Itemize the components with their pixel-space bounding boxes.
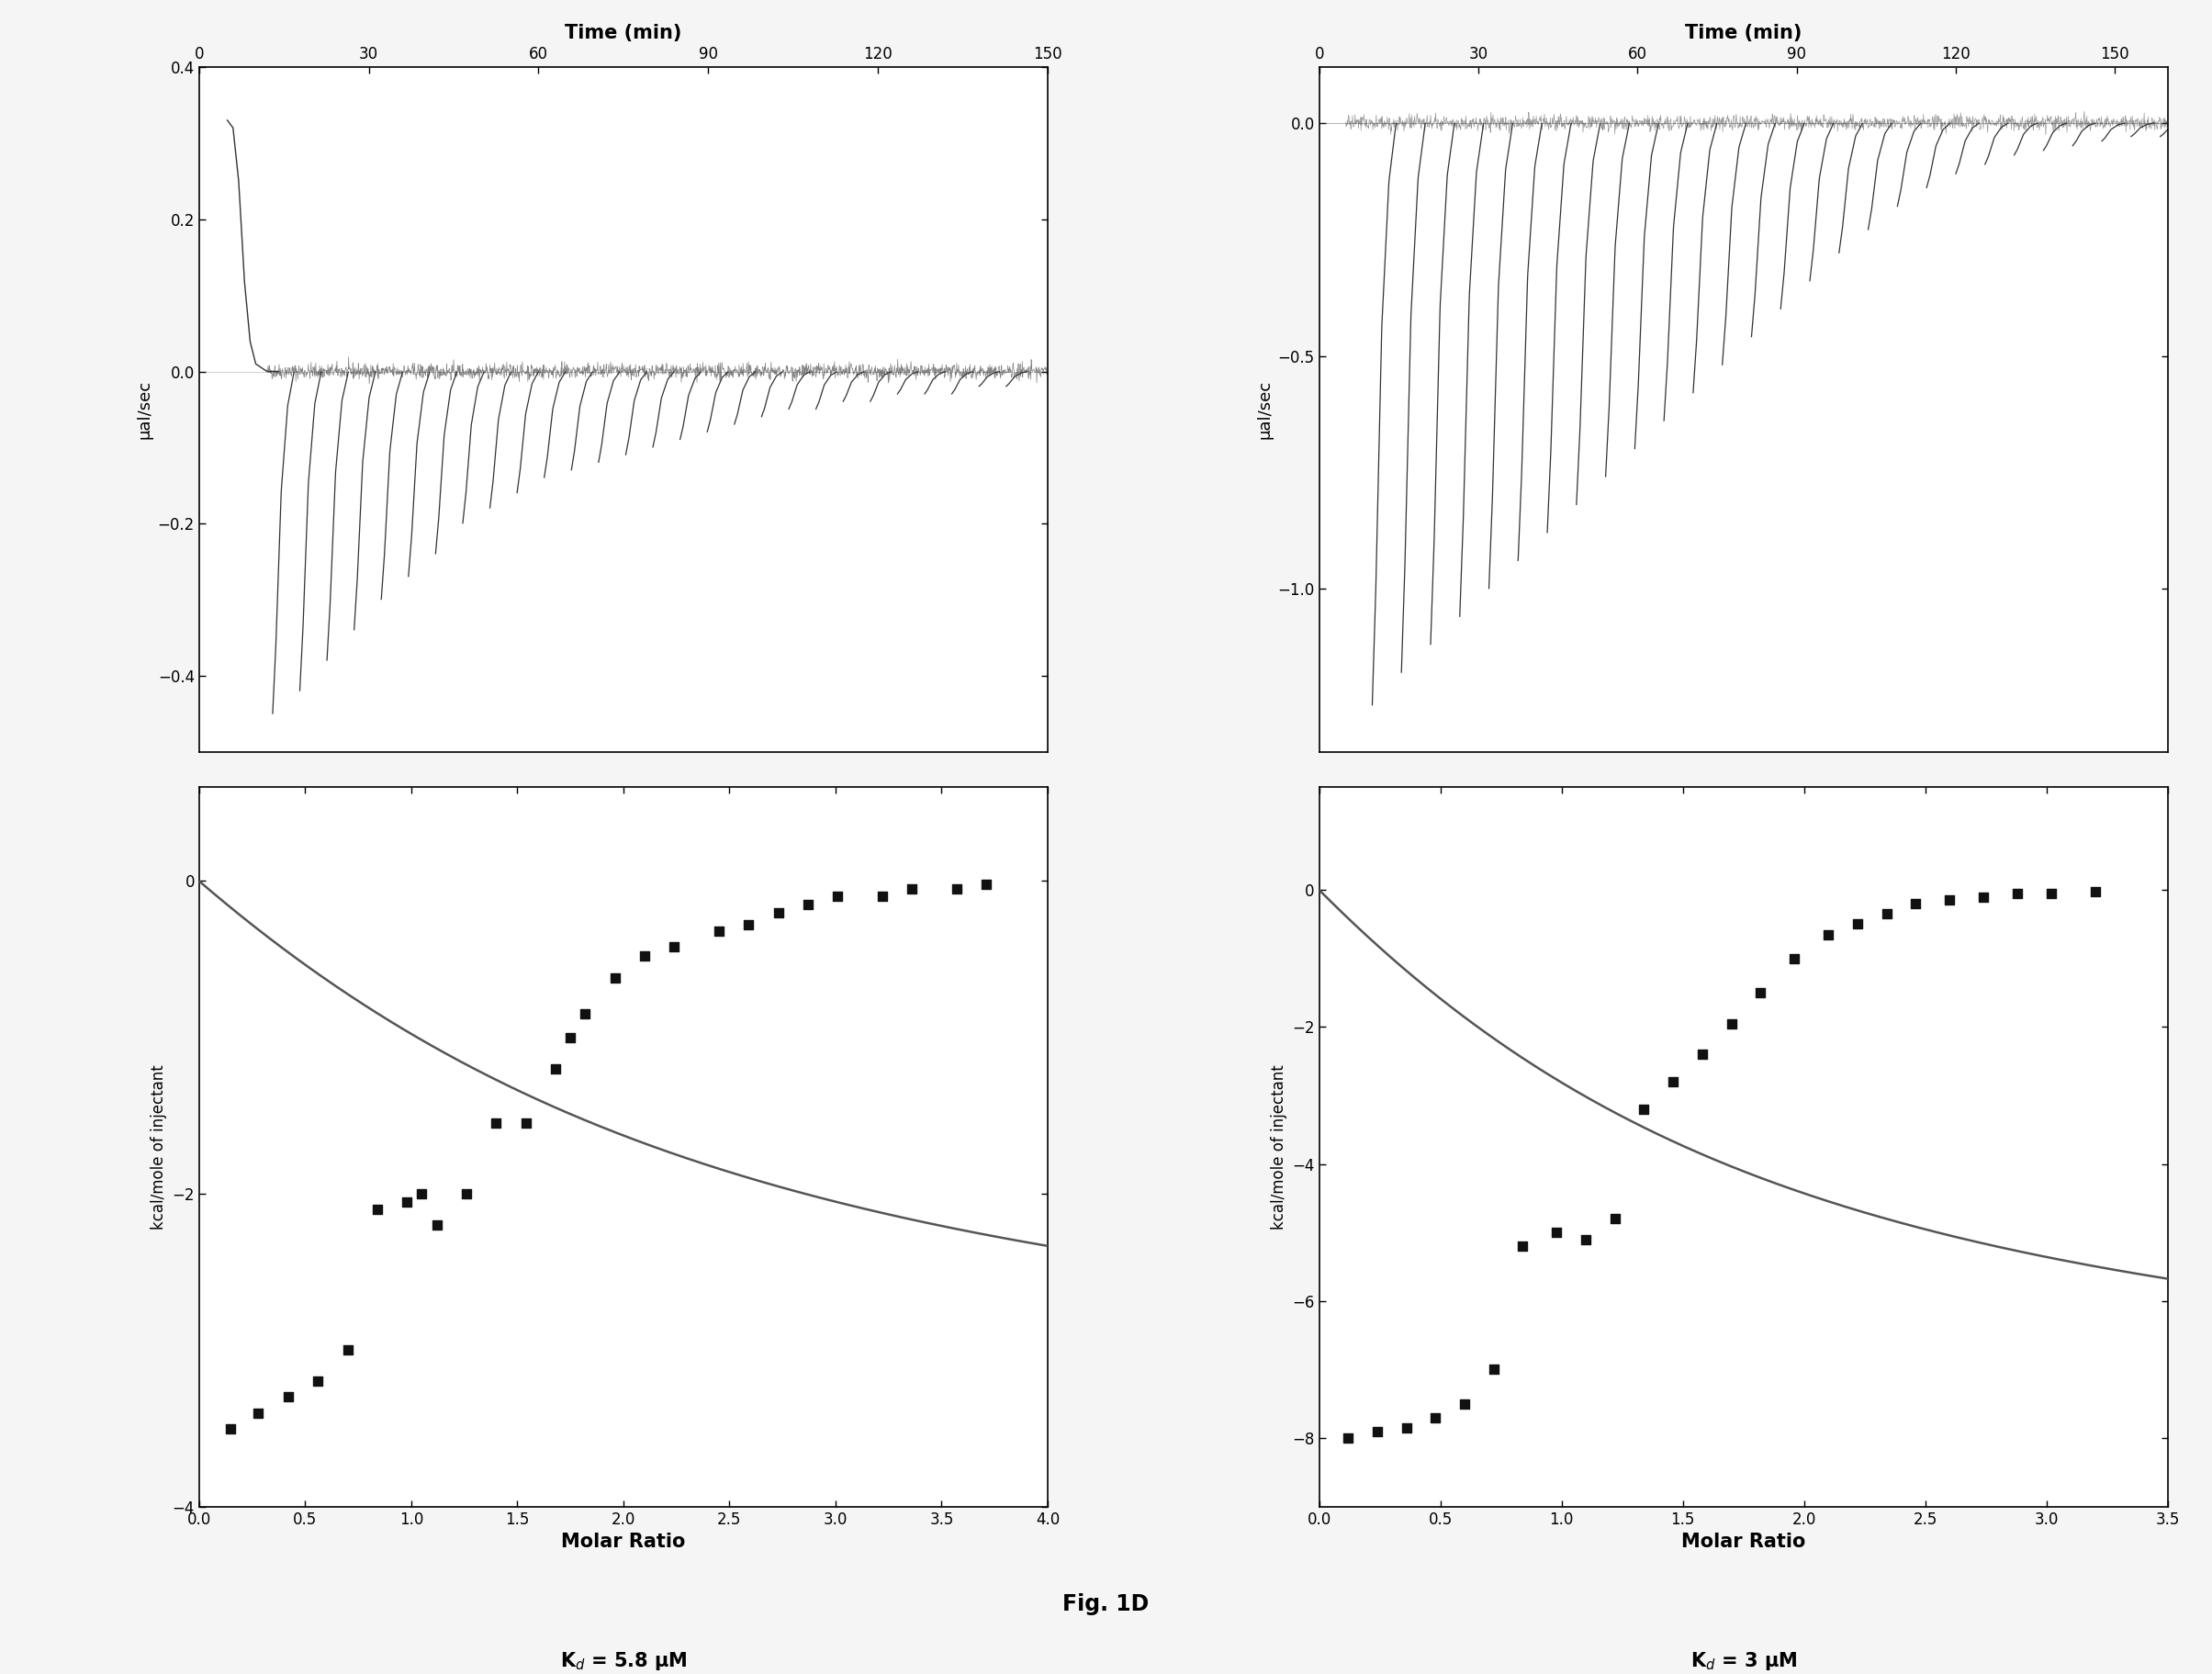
Point [1504, 1232, 1540, 1259]
Point [1475, 1356, 1511, 1383]
Point [938, 876, 973, 902]
Text: Fig. 1D: Fig. 1D [1062, 1594, 1150, 1615]
Point [1332, 1425, 1367, 1451]
X-axis label: Molar Ratio: Molar Ratio [562, 1533, 686, 1552]
Point [790, 891, 825, 917]
Point [1360, 1418, 1396, 1445]
X-axis label: Time (min): Time (min) [1686, 23, 1803, 42]
Point [538, 1055, 573, 1081]
Point [1447, 1391, 1482, 1418]
Point [730, 911, 765, 937]
Point [509, 1110, 544, 1137]
Point [1626, 1096, 1661, 1123]
Point [389, 1189, 425, 1215]
X-axis label: Molar Ratio: Molar Ratio [1681, 1533, 1805, 1552]
Point [1812, 921, 1847, 947]
Point [969, 870, 1004, 897]
Point [1418, 1404, 1453, 1431]
Point [1966, 884, 2002, 911]
Point [701, 917, 737, 944]
Point [361, 1195, 396, 1222]
Point [2077, 877, 2112, 904]
Y-axis label: kcal/mole of injectant: kcal/mole of injectant [150, 1065, 168, 1229]
Point [761, 899, 796, 926]
Point [1540, 1219, 1575, 1245]
Point [478, 1110, 513, 1137]
Point [1840, 911, 1876, 937]
Point [626, 942, 661, 969]
Point [2000, 881, 2035, 907]
Point [1869, 901, 1905, 927]
Point [449, 1180, 484, 1207]
Point [1597, 1205, 1632, 1232]
Text: K$_d$ = 5.8 μM: K$_d$ = 5.8 μM [560, 1651, 688, 1672]
Point [821, 884, 856, 911]
Point [1568, 1225, 1604, 1252]
Point [1776, 946, 1812, 973]
Point [241, 1399, 276, 1426]
Text: K$_d$ = 3 μM: K$_d$ = 3 μM [1690, 1651, 1796, 1672]
Point [597, 964, 633, 991]
Y-axis label: μal/sec: μal/sec [1256, 380, 1272, 439]
Point [418, 1212, 453, 1239]
Point [1931, 887, 1966, 914]
Point [553, 1024, 588, 1051]
Point [657, 934, 692, 961]
Point [330, 1338, 365, 1364]
Point [212, 1415, 248, 1441]
Y-axis label: kcal/mole of injectant: kcal/mole of injectant [1270, 1065, 1287, 1229]
Y-axis label: μal/sec: μal/sec [135, 380, 153, 439]
Point [568, 1001, 604, 1028]
Point [1389, 1415, 1425, 1441]
Point [865, 884, 900, 911]
Point [301, 1368, 336, 1394]
Point [1714, 1009, 1750, 1036]
Point [1655, 1068, 1690, 1095]
X-axis label: Time (min): Time (min) [564, 23, 681, 42]
Point [270, 1384, 305, 1411]
Point [2033, 881, 2068, 907]
Point [1686, 1041, 1721, 1068]
Point [405, 1180, 440, 1207]
Point [1743, 979, 1778, 1006]
Point [894, 876, 929, 902]
Point [1898, 891, 1933, 917]
